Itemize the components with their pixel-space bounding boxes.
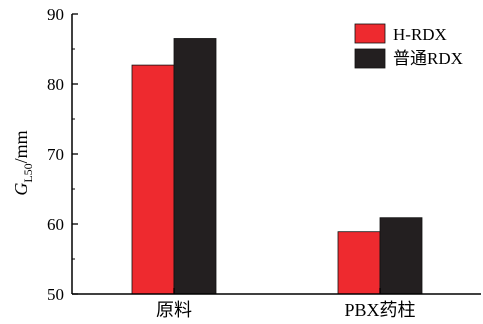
bar-h-rdx-1 (337, 231, 381, 295)
legend-label-normal-rdx: 普通RDX (393, 49, 463, 68)
y-tick-label-60: 60 (47, 215, 64, 234)
y-tick-label-50: 50 (47, 285, 64, 304)
y-tick-label-90: 90 (47, 5, 64, 24)
legend-swatch-normal-rdx (354, 48, 386, 69)
y-axis-label-sub: L50 (21, 163, 35, 182)
x-tick-label-1: PBX药柱 (344, 300, 415, 320)
y-tick-label-80: 80 (47, 75, 64, 94)
legend: H-RDX 普通RDX (354, 23, 463, 69)
bar-h-rdx-0 (131, 64, 175, 295)
bar-normal-rdx-1 (379, 217, 423, 295)
legend-label-h-rdx: H-RDX (393, 25, 447, 44)
plot-area: 50 60 70 80 90 原料 PBX药柱 (47, 5, 481, 320)
y-axis-label: GL50/mm (11, 130, 35, 195)
bar-normal-rdx-0 (173, 38, 217, 295)
y-axis-label-unit: /mm (11, 130, 31, 163)
y-axis-label-main: G (11, 183, 31, 196)
y-tick-label-70: 70 (47, 145, 64, 164)
legend-swatch-h-rdx (354, 23, 386, 44)
x-tick-label-0: 原料 (156, 300, 192, 320)
